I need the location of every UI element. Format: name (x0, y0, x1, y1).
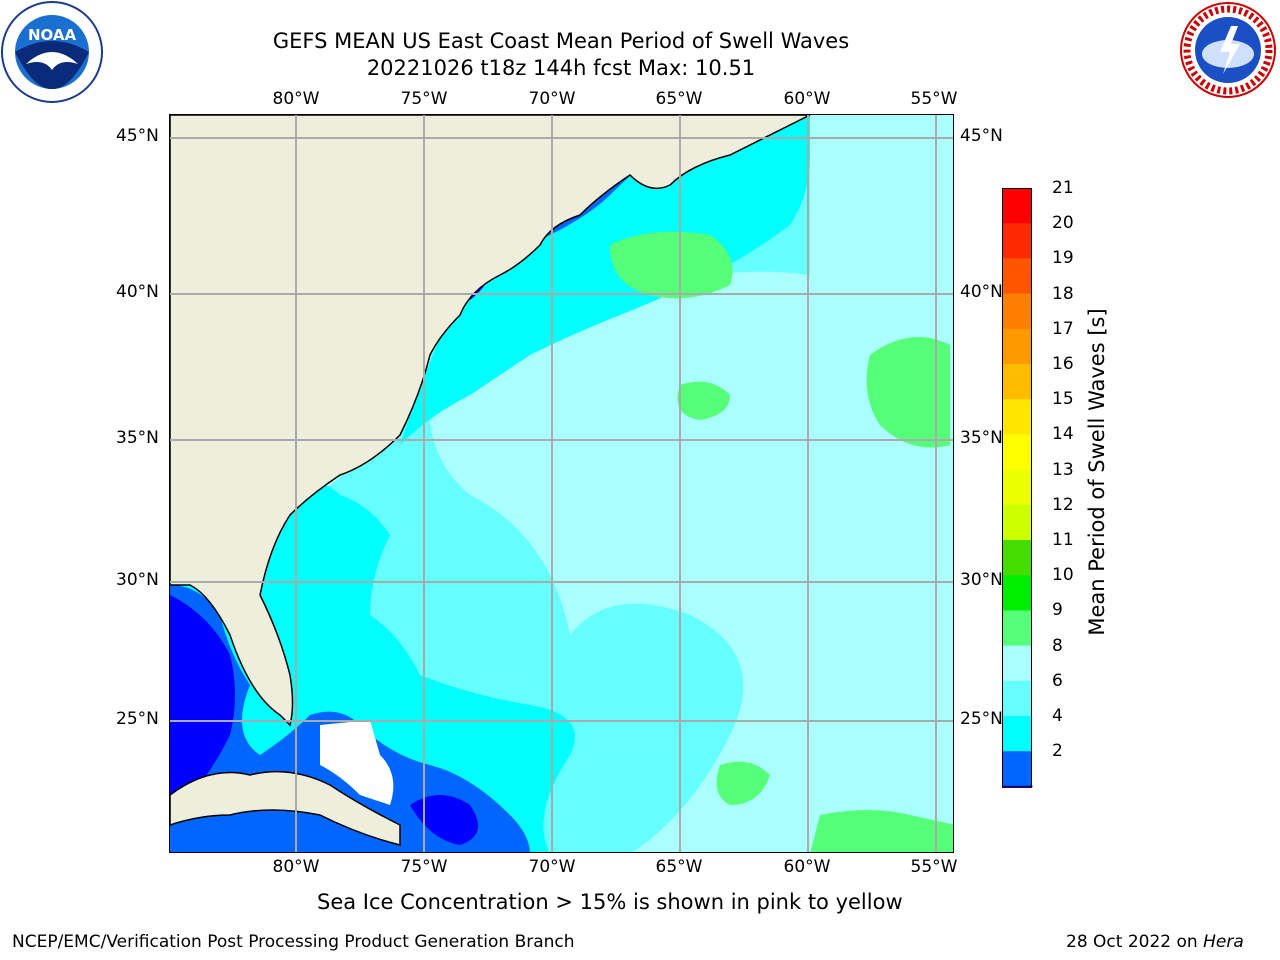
colorbar-segment (1002, 364, 1032, 400)
plot-subtitle: 20221026 t18z 144h fcst Max: 10.51 (366, 56, 756, 80)
colorbar-segment (1002, 258, 1032, 295)
lat-label-left-25n: 25°N (116, 709, 159, 729)
lon-label-bottom-60w: 60°W (783, 857, 831, 877)
lat-label-left-35n: 35°N (116, 428, 159, 448)
zone-10-11s-b (866, 337, 950, 448)
zone-10-11s-e (716, 761, 770, 805)
zone-10-11s-d (810, 810, 953, 852)
zone-10-11s-a (610, 231, 733, 299)
colorbar-segment (1002, 680, 1032, 717)
colorbar-tick-label: 21 (1052, 178, 1074, 198)
colorbar-segment (1002, 469, 1032, 506)
colorbar-tick-label: 8 (1052, 635, 1063, 656)
nws-logo (1176, 0, 1280, 104)
lon-label-top-65w: 65°W (655, 89, 703, 109)
footer-branch: NCEP/EMC/Verification Post Processing Pr… (12, 932, 575, 952)
lat-label-right-30n: 30°N (960, 570, 1003, 590)
colorbar-segment (1002, 610, 1032, 647)
colorbar-tick-label: 6 (1052, 670, 1063, 691)
colorbar-tick-label: 12 (1052, 494, 1074, 515)
colorbar-segment (1002, 399, 1032, 435)
masked-bahamas (320, 720, 394, 805)
plot-title: GEFS MEAN US East Coast Mean Period of S… (272, 29, 850, 53)
colorbar-segment (1002, 223, 1032, 259)
graticule (170, 115, 953, 852)
colorbar (1001, 188, 1036, 816)
lat-label-right-40n: 40°N (960, 282, 1003, 302)
footer-date: 28 Oct 2022 on (1066, 932, 1204, 952)
lon-label-bottom-65w: 65°W (655, 857, 703, 877)
colorbar-segment (1002, 575, 1032, 611)
lon-label-top-70w: 70°W (528, 89, 576, 109)
lon-label-top-80w: 80°W (272, 89, 320, 109)
zone-2-4s-gulf (170, 595, 235, 805)
colorbar-tick-label: 20 (1052, 213, 1074, 234)
colorbar-tick-label: 15 (1052, 389, 1074, 410)
colorbar-tick-label: 17 (1052, 318, 1074, 339)
colorbar-tick-label: 11 (1052, 530, 1074, 550)
colorbar-tick-label: 13 (1052, 459, 1074, 480)
sea-ice-note: Sea Ice Concentration > 15% is shown in … (317, 890, 903, 914)
land-cuba (170, 770, 401, 846)
lon-label-bottom-75w: 75°W (400, 857, 448, 877)
lon-label-bottom-55w: 55°W (910, 857, 958, 877)
lon-label-bottom-70w: 70°W (528, 857, 576, 877)
colorbar-tick-label: 10 (1052, 565, 1074, 586)
colorbar-tick-label: 16 (1052, 354, 1074, 374)
land-north-america (170, 115, 811, 727)
lat-label-left-40n: 40°N (116, 282, 159, 302)
colorbar-segment (1002, 328, 1032, 365)
colorbar-segment (1002, 645, 1032, 682)
lon-label-top-75w: 75°W (400, 89, 448, 109)
colorbar-tick-label: 18 (1052, 283, 1074, 304)
colorbar-tick-label: 19 (1052, 248, 1074, 269)
colorbar-tick-label: 9 (1052, 600, 1063, 621)
lat-label-left-45n: 45°N (116, 126, 159, 146)
zone-10-11s-c (677, 381, 730, 420)
lon-label-top-60w: 60°W (783, 89, 831, 109)
colorbar-segment (1002, 540, 1032, 576)
lat-label-left-30n: 30°N (116, 570, 159, 590)
noaa-logo-text: NOAA (28, 26, 77, 44)
colorbar-tick-label: 2 (1052, 741, 1063, 762)
lat-label-right-45n: 45°N (960, 126, 1003, 146)
colorbar-segment (1002, 188, 1032, 224)
noaa-logo: NOAA (0, 0, 104, 104)
footer-host: Hera (1203, 932, 1244, 952)
colorbar-bar (1001, 188, 1033, 816)
zone-6-8s-north (400, 115, 810, 445)
footer-timestamp: 28 Oct 2022 on Hera (1066, 932, 1244, 952)
lon-label-bottom-80w: 80°W (272, 857, 320, 877)
colorbar-segment (1002, 504, 1032, 541)
lat-label-right-35n: 35°N (960, 428, 1003, 448)
colorbar-segment (1002, 716, 1032, 752)
colorbar-tick-label: 14 (1052, 424, 1074, 445)
zone-2-4s-caribbean (410, 795, 478, 845)
colorbar-label: Mean Period of Swell Waves [s] (1085, 308, 1109, 636)
colorbar-segment (1002, 751, 1032, 787)
colorbar-segment (1002, 293, 1032, 330)
lat-label-right-25n: 25°N (960, 709, 1003, 729)
map-panel (169, 114, 954, 853)
colorbar-tick-label: 4 (1052, 706, 1063, 726)
map-canvas (170, 115, 953, 852)
lon-label-top-55w: 55°W (910, 89, 958, 109)
colorbar-segment (1002, 434, 1032, 471)
